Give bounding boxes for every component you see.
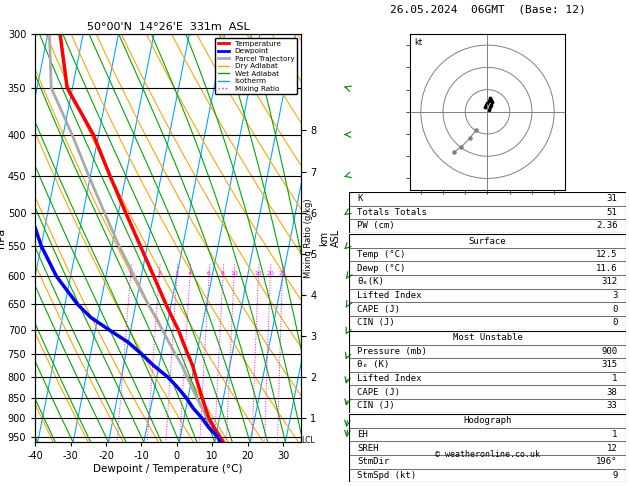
- Text: StmDir: StmDir: [357, 457, 389, 466]
- Point: [484, 97, 494, 104]
- Text: Surface: Surface: [469, 237, 506, 245]
- Text: LCL: LCL: [302, 436, 316, 445]
- Text: 3: 3: [612, 291, 618, 300]
- Text: 315: 315: [601, 361, 618, 369]
- Point: [471, 126, 481, 134]
- Y-axis label: hPa: hPa: [0, 228, 6, 248]
- Text: 2.36: 2.36: [596, 222, 618, 230]
- Point: [485, 104, 495, 111]
- Legend: Temperature, Dewpoint, Parcel Trajectory, Dry Adiabat, Wet Adiabat, Isotherm, Mi: Temperature, Dewpoint, Parcel Trajectory…: [215, 37, 297, 94]
- Point: [485, 95, 495, 103]
- Text: 312: 312: [601, 278, 618, 286]
- Text: Totals Totals: Totals Totals: [357, 208, 427, 217]
- Text: 12.5: 12.5: [596, 250, 618, 259]
- Text: 16: 16: [255, 271, 262, 276]
- Text: 10: 10: [230, 271, 238, 276]
- Text: 1: 1: [128, 271, 133, 276]
- Text: Hodograph: Hodograph: [464, 417, 511, 425]
- Text: θₑ(K): θₑ(K): [357, 278, 384, 286]
- Text: 196°: 196°: [596, 457, 618, 466]
- Point: [486, 101, 496, 109]
- Text: kt: kt: [414, 38, 422, 48]
- Text: PW (cm): PW (cm): [357, 222, 395, 230]
- Text: 25: 25: [279, 271, 286, 276]
- Text: Lifted Index: Lifted Index: [357, 291, 422, 300]
- Text: CIN (J): CIN (J): [357, 401, 395, 410]
- Text: CIN (J): CIN (J): [357, 318, 395, 327]
- Text: 11.6: 11.6: [596, 264, 618, 273]
- Y-axis label: km
ASL: km ASL: [320, 229, 341, 247]
- Point: [456, 143, 466, 151]
- Point: [481, 101, 491, 109]
- Point: [449, 148, 459, 156]
- Text: CAPE (J): CAPE (J): [357, 305, 401, 313]
- Text: 2: 2: [157, 271, 161, 276]
- Text: 20: 20: [267, 271, 274, 276]
- Text: K: K: [357, 194, 363, 203]
- Text: StmSpd (kt): StmSpd (kt): [357, 471, 416, 480]
- Point: [465, 135, 475, 142]
- Point: [482, 99, 493, 107]
- Text: 4: 4: [188, 271, 192, 276]
- Text: θₑ (K): θₑ (K): [357, 361, 389, 369]
- Text: 6: 6: [207, 271, 211, 276]
- Text: Temp (°C): Temp (°C): [357, 250, 406, 259]
- Text: 3: 3: [175, 271, 179, 276]
- Text: 1: 1: [612, 374, 618, 383]
- Text: 8: 8: [221, 271, 225, 276]
- Text: 26.05.2024  06GMT  (Base: 12): 26.05.2024 06GMT (Base: 12): [389, 4, 586, 15]
- Text: 9: 9: [612, 471, 618, 480]
- Text: Mixing Ratio (g/kg): Mixing Ratio (g/kg): [304, 198, 313, 278]
- Point: [484, 105, 494, 113]
- Text: © weatheronline.co.uk: © weatheronline.co.uk: [435, 450, 540, 459]
- Point: [480, 104, 490, 111]
- X-axis label: Dewpoint / Temperature (°C): Dewpoint / Temperature (°C): [93, 464, 243, 474]
- Text: Dewp (°C): Dewp (°C): [357, 264, 406, 273]
- Text: Lifted Index: Lifted Index: [357, 374, 422, 383]
- Text: 1: 1: [612, 430, 618, 439]
- Point: [487, 98, 497, 105]
- Text: 38: 38: [607, 388, 618, 397]
- Text: 51: 51: [607, 208, 618, 217]
- Text: 0: 0: [612, 318, 618, 327]
- Text: Pressure (mb): Pressure (mb): [357, 347, 427, 356]
- Text: EH: EH: [357, 430, 368, 439]
- Text: 900: 900: [601, 347, 618, 356]
- Text: CAPE (J): CAPE (J): [357, 388, 401, 397]
- Text: 0: 0: [612, 305, 618, 313]
- Title: 50°00'N  14°26'E  331m  ASL: 50°00'N 14°26'E 331m ASL: [87, 22, 249, 32]
- Text: SREH: SREH: [357, 444, 379, 452]
- Text: 12: 12: [607, 444, 618, 452]
- Point: [486, 96, 496, 104]
- Text: 33: 33: [607, 401, 618, 410]
- Text: Most Unstable: Most Unstable: [452, 333, 523, 342]
- Text: 31: 31: [607, 194, 618, 203]
